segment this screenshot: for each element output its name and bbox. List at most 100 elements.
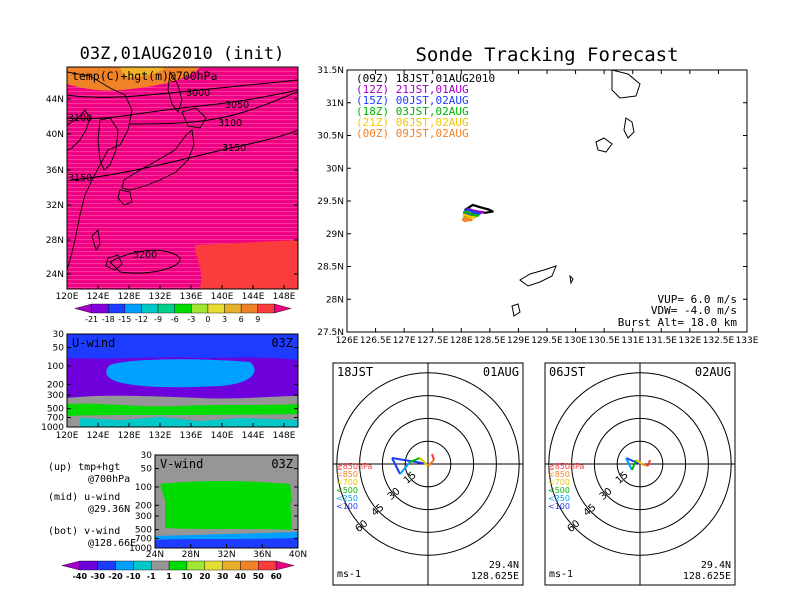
colorbar-label: -6 <box>171 315 179 324</box>
coastline-taiwan <box>91 229 101 252</box>
lon-tick-label: 120E <box>56 431 79 441</box>
pressure-tick-label: 100 <box>47 362 64 372</box>
lat-tick-label: 28.5N <box>317 263 344 273</box>
lat-tick-label: 31N <box>326 99 344 109</box>
lon-tick-label: 124E <box>87 292 110 302</box>
vwind-field <box>155 455 298 548</box>
lat-tick-label: 40N <box>46 130 64 140</box>
hodograph-lat: 29.4N <box>701 560 731 571</box>
colorbar-swatch <box>224 303 242 314</box>
lon-tick-label: 129E <box>507 336 530 346</box>
colorbar-swatch <box>207 303 225 314</box>
lat-tick-label: 36N <box>46 166 64 176</box>
panel-legend-line: (mid) u-wind <box>48 492 120 503</box>
uwind-frame <box>66 333 299 428</box>
tracker-legend-item: (00Z) 09JST,02AUG <box>356 127 469 140</box>
hodograph-lat: 29.4N <box>489 560 519 571</box>
lat-tick-label: 32N <box>217 550 235 560</box>
tracker-param-vdw: VDW= -4.0 m/s <box>651 304 737 317</box>
lon-tick-label: 144E <box>242 431 265 441</box>
colorbar-label: -30 <box>90 572 105 581</box>
lon-tick-label: 130.5E <box>588 336 620 346</box>
hodograph-level-label: <850 <box>336 470 358 479</box>
uwind-time: 03Z <box>271 336 293 350</box>
colorbar-swatch <box>274 303 292 314</box>
lon-tick-label: 126.5E <box>360 336 392 346</box>
temp-lon-axis: 120E 124E 128E 132E 136E 140E 144E 148E <box>56 285 296 302</box>
colorbar-swatch <box>275 560 295 571</box>
pressure-tick-label: 300 <box>47 391 64 401</box>
hodograph-level-label: ≧850hPa <box>336 462 373 471</box>
colorbar-swatch <box>74 303 92 314</box>
colorbar-label: 60 <box>271 572 283 581</box>
colorbar-swatch <box>191 303 209 314</box>
panel-legend-line: (up) tmp+hgt <box>48 462 120 473</box>
lat-tick-label: 36N <box>253 550 271 560</box>
lon-tick-label: 127.5E <box>417 336 449 346</box>
temp-warm-band-yellow <box>120 67 165 78</box>
lat-tick-label: 29N <box>326 230 344 240</box>
lon-tick-label: 120E <box>56 292 79 302</box>
uwind-band-green <box>67 403 298 418</box>
tracker-coastline <box>569 274 574 285</box>
hodograph-trace <box>399 461 411 475</box>
colorbar-swatch <box>108 303 126 314</box>
uwind-field <box>67 334 298 427</box>
colorbar-label: -10 <box>126 572 141 581</box>
contour-label: 3200 <box>133 250 157 261</box>
pressure-tick-label: 100 <box>135 483 152 493</box>
coastline-korea <box>97 117 119 171</box>
tracker-basemap <box>511 70 641 317</box>
lat-tick-label: 32N <box>46 201 64 211</box>
hodograph-level-label: <850 <box>548 470 570 479</box>
tracker-coastline <box>623 117 635 139</box>
panel-legend-line: (bot) v-wind <box>48 526 120 537</box>
tracker-legend-item: (15Z) 00JST,02AUG <box>356 94 469 107</box>
colorbar-label: -15 <box>118 315 131 324</box>
coastline-bohai <box>67 109 91 151</box>
uwind-jet-core <box>106 359 255 388</box>
pressure-tick-label: 300 <box>135 512 152 522</box>
vwind-label: V-wind <box>160 457 203 471</box>
contour-label: 3100 <box>68 113 92 124</box>
hodograph-trace <box>635 459 643 465</box>
hodograph-trace <box>631 459 637 471</box>
pressure-tick-label: 700 <box>135 535 152 545</box>
lon-tick-label: 124E <box>87 431 110 441</box>
lon-tick-label: 132E <box>149 431 172 441</box>
temp-warm-band-orange <box>67 67 200 91</box>
colorbar-label: 6 <box>239 315 244 324</box>
colorbar-swatch <box>186 560 205 571</box>
pressure-tick-label: 50 <box>53 344 65 354</box>
coastline-luzon <box>105 254 123 271</box>
lon-tick-label: 132E <box>678 336 701 346</box>
uwind-lon-axis: 120E 124E 128E 132E 136E 140E 144E 148E <box>56 423 296 441</box>
colorbar-swatch <box>91 303 109 314</box>
lon-tick-label: 136E <box>180 292 203 302</box>
lon-tick-label: 126E <box>336 336 359 346</box>
contour-line <box>67 89 298 120</box>
colorbar-label: -40 <box>73 572 88 581</box>
lon-tick-label: 148E <box>273 292 296 302</box>
hodograph-level-label: <700 <box>548 478 570 487</box>
pressure-tick-label: 500 <box>135 526 152 536</box>
hodograph-trace <box>431 453 435 461</box>
colorbar-label: 1 <box>166 572 172 581</box>
hodograph-trace <box>641 463 649 467</box>
hodograph-trace <box>625 457 641 465</box>
colorbar-label: -1 <box>147 572 156 581</box>
colorbar-label: 9 <box>255 315 260 324</box>
lat-tick-label: 30N <box>326 164 344 174</box>
colorbar-swatch <box>115 560 134 571</box>
coastline-asia <box>67 71 133 271</box>
tracker-lat-axis: 31.5N 31N 30.5N 30N 29.5N 29N 28.5N 28N 27.5N <box>317 66 747 338</box>
colorbar-label: -20 <box>108 572 123 581</box>
colorbar-swatch <box>133 560 152 571</box>
panel-legend-line: @700hPa <box>88 474 130 485</box>
hodograph-unit: ms-1 <box>337 569 361 580</box>
colorbar-label: 20 <box>199 572 211 581</box>
coastline-hokkaido <box>181 107 207 129</box>
